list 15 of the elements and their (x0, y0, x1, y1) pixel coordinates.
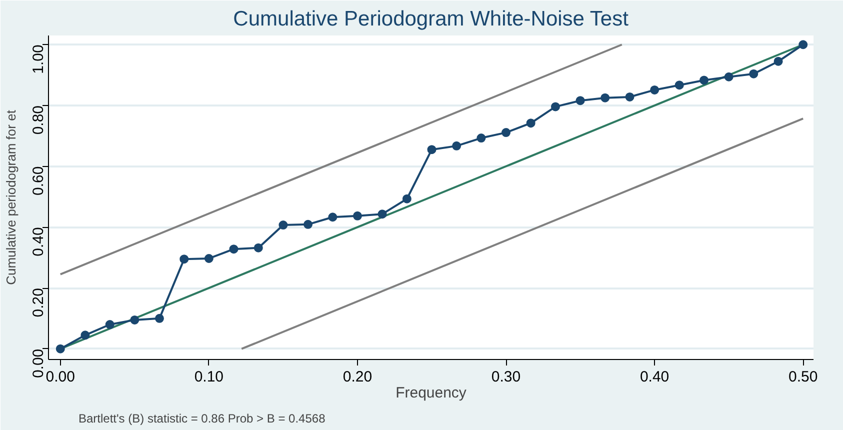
y-tick-label: 0.60 (30, 166, 47, 196)
y-tick-label: 0.80 (30, 105, 47, 135)
text: Bartlett's (B) statistic = 0.86 Prob > B = 0.4568 (78, 412, 326, 426)
x-tick-label: 0.00 (46, 368, 75, 386)
x-tick-label: 0.20 (342, 368, 372, 386)
x-tick-label: 0.10 (194, 368, 224, 386)
x-tick-label: 0.40 (640, 368, 670, 386)
y-tick-label: 1.00 (30, 44, 47, 74)
y-axis-title: Cumulative periodogram for et (4, 110, 18, 285)
chart-title: Cumulative Periodogram White-Noise Test (233, 8, 629, 30)
y-tick-label: 0.40 (30, 227, 47, 256)
x-tick-label: 0.50 (788, 368, 818, 386)
x-tick-label: 0.30 (491, 368, 521, 386)
y-tick-label: 0.20 (30, 288, 47, 318)
x-axis-title: Frequency (396, 384, 467, 402)
